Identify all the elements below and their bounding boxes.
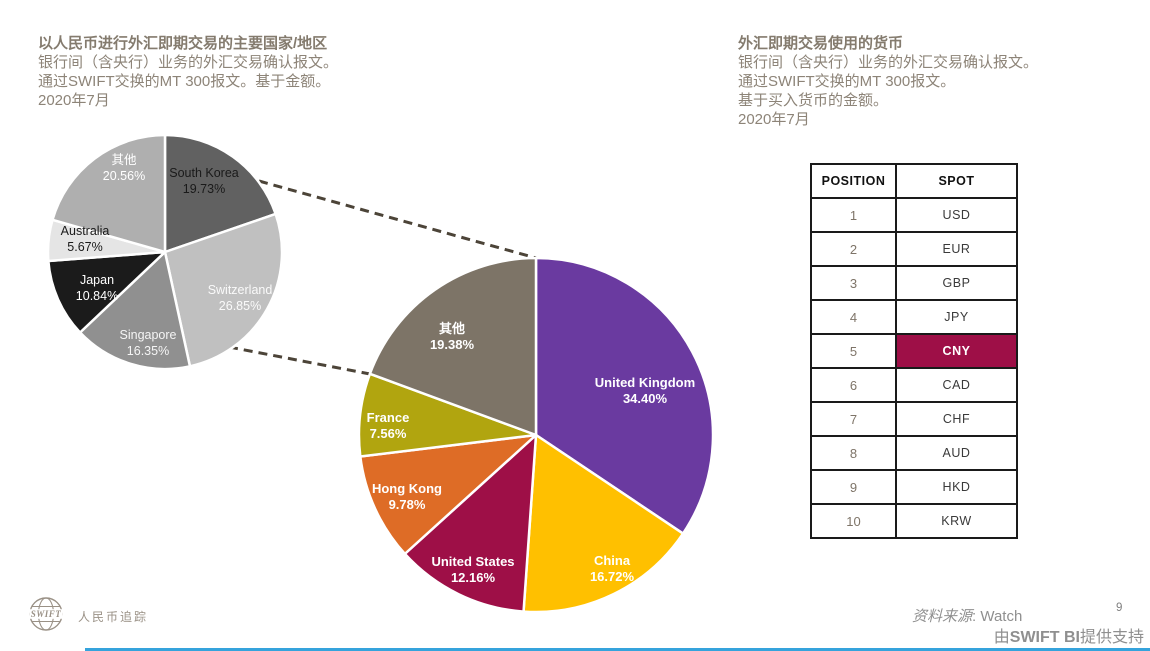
rank-cell: 3: [810, 265, 897, 301]
table-row: 10 KRW: [810, 503, 1018, 539]
page-number: 9: [1116, 602, 1123, 614]
footer-brand-label: 人民币追踪: [78, 610, 149, 624]
pie-slice-united-kingdom: [534, 256, 715, 535]
pie-slice-china: [522, 433, 685, 614]
right-title-block: 外汇即期交易使用的货币 银行间（含央行）业务的外汇交易确认报文。 通过SWIFT…: [738, 34, 1128, 129]
left-subtitle-line1: 银行间（含央行）业务的外汇交易确认报文。: [38, 54, 339, 71]
pie-slice-其他: [51, 133, 167, 254]
pie-label: Hong Kong 9.78%: [372, 481, 442, 512]
right-subtitle-line1: 银行间（含央行）业务的外汇交易确认报文。: [738, 54, 1039, 71]
right-subtitle-line2: 通过SWIFT交换的MT 300报文。: [738, 73, 956, 90]
source-line: 资料来源: Watch: [912, 605, 1022, 626]
table-body: 1 USD 2 EUR 3 GBP 4 JPY 5 CNY 6 CAD 7 CHF 8 AUD 9 HKD 10 KR…: [810, 197, 1018, 539]
connector-line-top: [258, 179, 537, 260]
powered-by-line: 由SWIFT BI提供支持: [994, 623, 1144, 647]
table-row: 6 CAD: [810, 367, 1018, 403]
currency-cell: GBP: [895, 265, 1018, 301]
currency-rank-table: POSITION SPOT 1 USD 2 EUR 3 GBP 4 JPY 5 CNY 6 CAD 7 C…: [810, 163, 1018, 539]
table-row: 9 HKD: [810, 469, 1018, 505]
pie-label: South Korea 19.73%: [169, 166, 239, 196]
pie-label: United Kingdom 34.40%: [595, 375, 695, 406]
left-subtitle-line2: 通过SWIFT交换的MT 300报文。基于金额。: [38, 73, 331, 90]
table-row: 5 CNY: [810, 333, 1018, 369]
powered-suffix: 提供支持: [1079, 629, 1144, 646]
pie-slice-united-states: [403, 433, 538, 613]
source-label: 资料来源: [912, 609, 973, 625]
rank-cell: 7: [810, 401, 897, 437]
left-chart-title: 以人民币进行外汇即期交易的主要国家/地区: [38, 35, 328, 52]
rank-cell: 1: [810, 197, 897, 233]
right-subtitle-date: 2020年7月: [738, 111, 810, 128]
powered-prefix: 由: [993, 629, 1010, 646]
svg-text:SWIFT: SWIFT: [31, 609, 62, 619]
pie-slice-hong-kong: [359, 433, 538, 556]
pie-slice-singapore: [78, 250, 192, 371]
rank-cell: 8: [810, 435, 897, 471]
left-subtitle-date: 2020年7月: [38, 92, 110, 109]
left-title-block: 以人民币进行外汇即期交易的主要国家/地区 银行间（含央行）业务的外汇交易确认报文…: [38, 34, 468, 110]
currency-cell: JPY: [895, 299, 1018, 335]
rank-cell: 4: [810, 299, 897, 335]
pie-label: United States 12.16%: [431, 554, 514, 585]
currency-cell: HKD: [895, 469, 1018, 505]
currency-cell: CAD: [895, 367, 1018, 403]
right-subtitle-line3: 基于买入货币的金额。: [738, 92, 889, 109]
right-table-title: 外汇即期交易使用的货币: [738, 35, 904, 52]
currency-cell: CNY: [895, 333, 1018, 369]
bottom-accent-line: [85, 648, 1150, 651]
rank-cell: 9: [810, 469, 897, 505]
powered-brand: SWIFT BI: [1009, 629, 1080, 646]
pie-label: Singapore 16.35%: [120, 328, 177, 358]
pie-chart-others-breakdown: South Korea 19.73% Switzerland 26.85% Singap…: [46, 133, 284, 371]
pie-chart-main-countries: United Kingdom 34.40% China 16.72% United St…: [357, 256, 715, 614]
rank-cell: 6: [810, 367, 897, 403]
table-row: 4 JPY: [810, 299, 1018, 335]
rank-cell: 2: [810, 231, 897, 267]
currency-cell: AUD: [895, 435, 1018, 471]
pie-label: Switzerland 26.85%: [208, 283, 273, 313]
currency-cell: EUR: [895, 231, 1018, 267]
rank-cell: 5: [810, 333, 897, 369]
pie-label: China 16.72%: [590, 553, 635, 584]
pie-label: 其他 19.38%: [430, 321, 475, 352]
table-row: 3 GBP: [810, 265, 1018, 301]
table-row: 2 EUR: [810, 231, 1018, 267]
table-header-row: POSITION SPOT: [810, 163, 1018, 199]
pie-slice-switzerland: [163, 212, 284, 368]
pie-label: France 7.56%: [367, 410, 410, 441]
swift-globe-logo-icon: SWIFT: [29, 597, 63, 631]
pie-label: Australia 5.67%: [61, 224, 110, 254]
rank-cell: 10: [810, 503, 897, 539]
currency-cell: KRW: [895, 503, 1018, 539]
currency-cell: CHF: [895, 401, 1018, 437]
spot-column-header: SPOT: [895, 163, 1018, 199]
position-column-header: POSITION: [810, 163, 897, 199]
pie-slice-其他: [368, 256, 538, 437]
table-row: 7 CHF: [810, 401, 1018, 437]
table-row: 1 USD: [810, 197, 1018, 233]
pie-slice-japan: [47, 250, 167, 334]
currency-cell: USD: [895, 197, 1018, 233]
pie-label: 其他 20.56%: [103, 153, 145, 183]
table-row: 8 AUD: [810, 435, 1018, 471]
pie-label: Japan 10.84%: [76, 273, 118, 303]
source-value: : Watch: [972, 608, 1023, 625]
